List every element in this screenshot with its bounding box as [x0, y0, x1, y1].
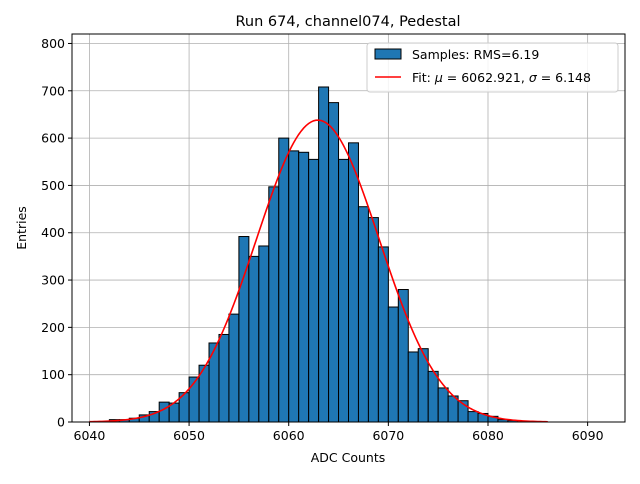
legend-swatch-samples	[374, 48, 402, 60]
histogram-bar	[348, 142, 359, 423]
y-axis-ticks: 0 100 200 300 400 500 600 700 800	[41, 36, 72, 430]
x-tick-label: 6080	[472, 428, 504, 443]
histogram-bar	[357, 206, 369, 423]
legend-fit-mu-text: = 6062.921,	[443, 70, 529, 85]
legend-label-fit: Fit: μ = 6062.921, σ = 6.148	[412, 70, 591, 85]
histogram-bar	[248, 255, 260, 423]
gaussian-fit-curve	[89, 119, 548, 423]
histogram-bar	[437, 387, 449, 423]
y-tick-label: 500	[41, 178, 65, 193]
histogram-bar	[338, 158, 350, 423]
legend-fit-sigma-symbol: σ	[529, 70, 538, 85]
histogram-bar	[377, 246, 389, 423]
histogram-bar	[387, 306, 399, 423]
histogram-bar	[367, 217, 379, 423]
plot-frame	[71, 33, 626, 423]
legend-fit-mu-symbol: μ	[434, 70, 443, 85]
y-tick-label: 200	[41, 320, 65, 335]
histogram-bar	[208, 342, 220, 423]
histogram-bar	[407, 351, 419, 423]
x-tick-label: 6050	[173, 428, 205, 443]
legend-label-samples: Samples: RMS=6.19	[412, 47, 539, 62]
histogram-bar	[228, 313, 240, 423]
y-axis-label: Entries	[14, 206, 29, 250]
x-tick-label: 6040	[74, 428, 106, 443]
histogram-bar	[268, 186, 280, 423]
x-tick-label: 6060	[273, 428, 305, 443]
histogram-bar	[328, 102, 340, 423]
y-tick-label: 0	[57, 415, 65, 430]
fit-curve-layer	[89, 119, 548, 423]
y-tick-label: 800	[41, 36, 65, 51]
legend-fit-sigma-text: = 6.148	[537, 70, 591, 85]
chart-title: Run 674, channel074, Pedestal	[235, 14, 460, 30]
x-axis-ticks: 6040 6050 6060 6070 6080 6090	[74, 422, 604, 443]
y-tick-label: 700	[41, 83, 65, 98]
histogram-bar	[258, 245, 270, 423]
histogram-bar	[318, 86, 330, 423]
histogram-bars	[108, 86, 519, 423]
y-tick-label: 300	[41, 273, 65, 288]
histogram-bar	[158, 401, 170, 423]
histogram-bar	[427, 370, 439, 423]
x-tick-label: 6070	[372, 428, 404, 443]
histogram-bar	[218, 333, 230, 423]
x-tick-label: 6090	[572, 428, 604, 443]
histogram-bar	[308, 158, 320, 423]
histogram-bar	[467, 411, 479, 423]
histogram-bar	[447, 395, 459, 423]
legend: Samples: RMS=6.19 Fit: μ = 6062.921, σ =…	[366, 42, 619, 93]
y-tick-label: 100	[41, 367, 65, 382]
histogram-bar	[278, 137, 290, 423]
y-tick-label: 600	[41, 131, 65, 146]
legend-box	[366, 42, 619, 93]
y-tick-label: 400	[41, 225, 65, 240]
histogram-bar	[288, 150, 300, 423]
legend-fit-prefix: Fit:	[412, 70, 435, 85]
histogram-bar	[298, 151, 310, 423]
x-axis-label: ADC Counts	[311, 450, 386, 465]
